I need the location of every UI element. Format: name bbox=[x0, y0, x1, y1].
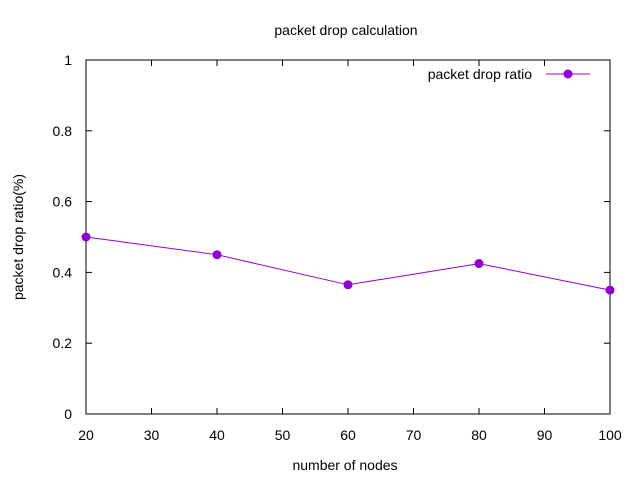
data-point bbox=[81, 232, 91, 242]
x-tick-label: 100 bbox=[598, 427, 622, 443]
y-tick-label: 1 bbox=[64, 52, 72, 68]
data-point bbox=[212, 250, 222, 260]
x-tick-label: 60 bbox=[340, 427, 356, 443]
series-layer bbox=[81, 232, 615, 295]
axis-ticks bbox=[85, 59, 611, 415]
y-tick-label: 0.6 bbox=[53, 194, 73, 210]
legend: packet drop ratio bbox=[428, 66, 590, 82]
data-point bbox=[474, 259, 484, 269]
x-axis-title: number of nodes bbox=[292, 457, 397, 473]
y-tick-label: 0.8 bbox=[53, 123, 73, 139]
data-point bbox=[605, 285, 615, 295]
x-tick-label: 50 bbox=[275, 427, 291, 443]
y-tick-label: 0 bbox=[64, 406, 72, 422]
x-tick-label: 40 bbox=[209, 427, 225, 443]
x-tick-label: 70 bbox=[406, 427, 422, 443]
axis-tick-labels: 20 30 40 50 60 70 80 90 100 0 0.2 0.4 0.6 0.8 1 bbox=[53, 52, 622, 443]
legend-label: packet drop ratio bbox=[428, 66, 532, 82]
y-tick-label: 0.4 bbox=[53, 264, 73, 280]
data-point bbox=[343, 280, 353, 290]
x-tick-label: 30 bbox=[144, 427, 160, 443]
x-tick-label: 80 bbox=[471, 427, 487, 443]
chart-title: packet drop calculation bbox=[274, 22, 417, 38]
x-tick-label: 20 bbox=[78, 427, 94, 443]
y-tick-label: 0.2 bbox=[53, 335, 73, 351]
plot-frame bbox=[85, 59, 611, 415]
x-tick-label: 90 bbox=[537, 427, 553, 443]
legend-marker bbox=[563, 69, 573, 79]
y-axis-title: packet drop ratio(%) bbox=[10, 174, 26, 300]
